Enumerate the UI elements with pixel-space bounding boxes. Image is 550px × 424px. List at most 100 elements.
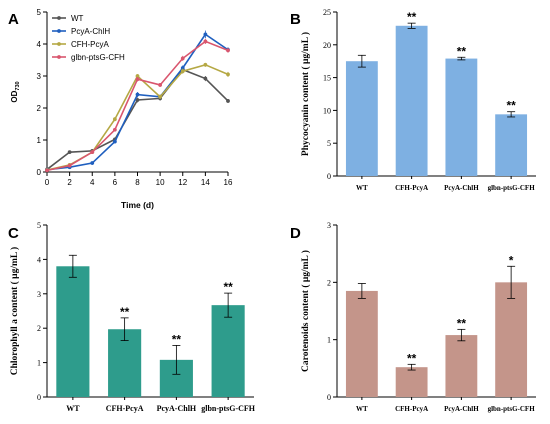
- panel-label: D: [290, 225, 301, 242]
- data-point: [226, 72, 230, 77]
- x-tick-label: PcyA-ChlH: [444, 405, 479, 413]
- y-tick-label: 1: [327, 336, 331, 345]
- y-tick-label: 1: [37, 359, 41, 368]
- x-tick-label: glbn-ptsG-CFH: [488, 405, 536, 413]
- data-point: [45, 168, 49, 173]
- bar-group-wt: [345, 283, 378, 397]
- x-tick-label: 6: [113, 178, 118, 187]
- data-point: [226, 48, 230, 53]
- y-tick-label: 3: [327, 221, 331, 230]
- y-tick-label: 0: [327, 393, 331, 402]
- data-point: [180, 66, 185, 70]
- x-tick-label: PcyA-ChlH: [444, 184, 479, 192]
- data-point: [135, 77, 140, 82]
- significance-marker: **: [457, 316, 467, 330]
- bar-group-wt: [56, 254, 90, 397]
- x-tick-label: WT: [66, 404, 80, 413]
- bar-group-glbn-ptsg-cfh: **: [211, 280, 245, 397]
- y-tick-label: 2: [327, 278, 331, 287]
- x-tick-label: WT: [356, 405, 368, 413]
- data-point: [226, 99, 230, 103]
- bar: [345, 290, 378, 397]
- y-tick-label: 20: [323, 41, 331, 50]
- data-point: [203, 32, 208, 37]
- y-tick-label: 0: [37, 393, 41, 402]
- data-point: [158, 94, 163, 99]
- x-tick-label: PcyA-ChlH: [157, 404, 197, 413]
- x-tick-label: 2: [67, 178, 72, 187]
- x-tick-label: 14: [201, 178, 210, 187]
- y-tick-label: 3: [37, 290, 41, 299]
- y-axis-label: OD730: [10, 81, 21, 102]
- data-point: [112, 117, 117, 122]
- bar: [56, 266, 90, 397]
- data-point: [112, 139, 117, 144]
- panel-label: B: [290, 11, 301, 28]
- y-tick-label: 15: [323, 74, 331, 83]
- y-axis-label: Chlorophyll a content ( μg/mL ): [9, 247, 20, 375]
- panel-d: D 0 1 2 3 Carotenoids content ( μg/mL ) WT ** CF…: [290, 221, 536, 413]
- series-line: [46, 68, 229, 171]
- panel-label: C: [8, 225, 19, 242]
- y-tick-label: 10: [323, 106, 331, 115]
- bar: [395, 367, 428, 397]
- legend: WT PcyA-ChlH CFH-PcyA glbn-ptsG-CFH: [52, 14, 125, 62]
- y-tick-label: 2: [37, 324, 41, 333]
- x-axis-label: Time (d): [121, 200, 154, 210]
- data-point: [67, 163, 72, 168]
- x-tick-label: CFH-PcyA: [395, 184, 428, 192]
- x-tick-label: 16: [224, 178, 233, 187]
- panel-b: B 0 5 10 15 20 25 Phycocyanin content ( μg/mL )…: [290, 8, 536, 192]
- data-point: [203, 39, 208, 44]
- y-tick-label: 5: [37, 221, 41, 230]
- data-point: [203, 76, 208, 81]
- significance-marker: **: [172, 332, 182, 346]
- y-tick-label: 25: [323, 8, 331, 17]
- panel-label: A: [8, 11, 19, 28]
- data-point: [135, 92, 140, 97]
- x-tick-label: CFH-PcyA: [106, 404, 144, 413]
- bar-group-pcya-chlh: **: [445, 44, 478, 176]
- data-point: [135, 74, 140, 78]
- y-tick-label: 5: [37, 8, 42, 17]
- x-tick-label: CFH-PcyA: [395, 405, 428, 413]
- legend-swatch-marker: [57, 42, 61, 46]
- y-tick-label: 3: [37, 72, 42, 81]
- significance-marker: **: [223, 280, 233, 294]
- x-tick-label: 10: [156, 178, 165, 187]
- bar: [345, 61, 378, 177]
- data-point: [135, 98, 140, 102]
- significance-marker: **: [407, 10, 417, 24]
- y-tick-label: 5: [327, 139, 331, 148]
- y-axis-label: Phycocyanin content ( μg/mL ): [300, 32, 311, 156]
- bar: [445, 58, 478, 176]
- series-wt: [45, 66, 230, 172]
- x-tick-label: glbn-ptsG-CFH: [488, 184, 536, 192]
- significance-marker: **: [407, 351, 417, 365]
- legend-label: PcyA-ChlH: [71, 27, 110, 36]
- x-tick-label: 0: [45, 178, 50, 187]
- panel-c: C 0 1 2 3 4 5 Chlorophyll a content ( μg/mL ) WT…: [8, 221, 256, 413]
- legend-label: WT: [71, 14, 84, 23]
- series-glbn-ptsg-cfh: [45, 38, 230, 173]
- y-tick-label: 2: [37, 104, 42, 113]
- bar-group-glbn-ptsg-cfh: *: [495, 253, 528, 397]
- bar-group-cfh-pcya: **: [395, 351, 428, 397]
- bar: [445, 335, 478, 397]
- significance-marker: **: [506, 99, 516, 113]
- x-tick-label: glbn-ptsG-CFH: [201, 404, 256, 413]
- data-point: [67, 150, 72, 155]
- bar: [395, 25, 428, 176]
- x-tick-label: WT: [356, 184, 368, 192]
- significance-marker: **: [457, 44, 467, 58]
- bar-group-cfh-pcya: **: [108, 305, 142, 397]
- data-point: [203, 62, 208, 67]
- legend-swatch-marker: [57, 55, 61, 59]
- y-tick-label: 1: [37, 136, 42, 145]
- significance-marker: **: [120, 305, 130, 319]
- x-tick-label: 4: [90, 178, 95, 187]
- bar-group-pcya-chlh: **: [159, 332, 193, 397]
- bar-group-pcya-chlh: **: [445, 316, 478, 397]
- x-tick-label: 8: [135, 178, 140, 187]
